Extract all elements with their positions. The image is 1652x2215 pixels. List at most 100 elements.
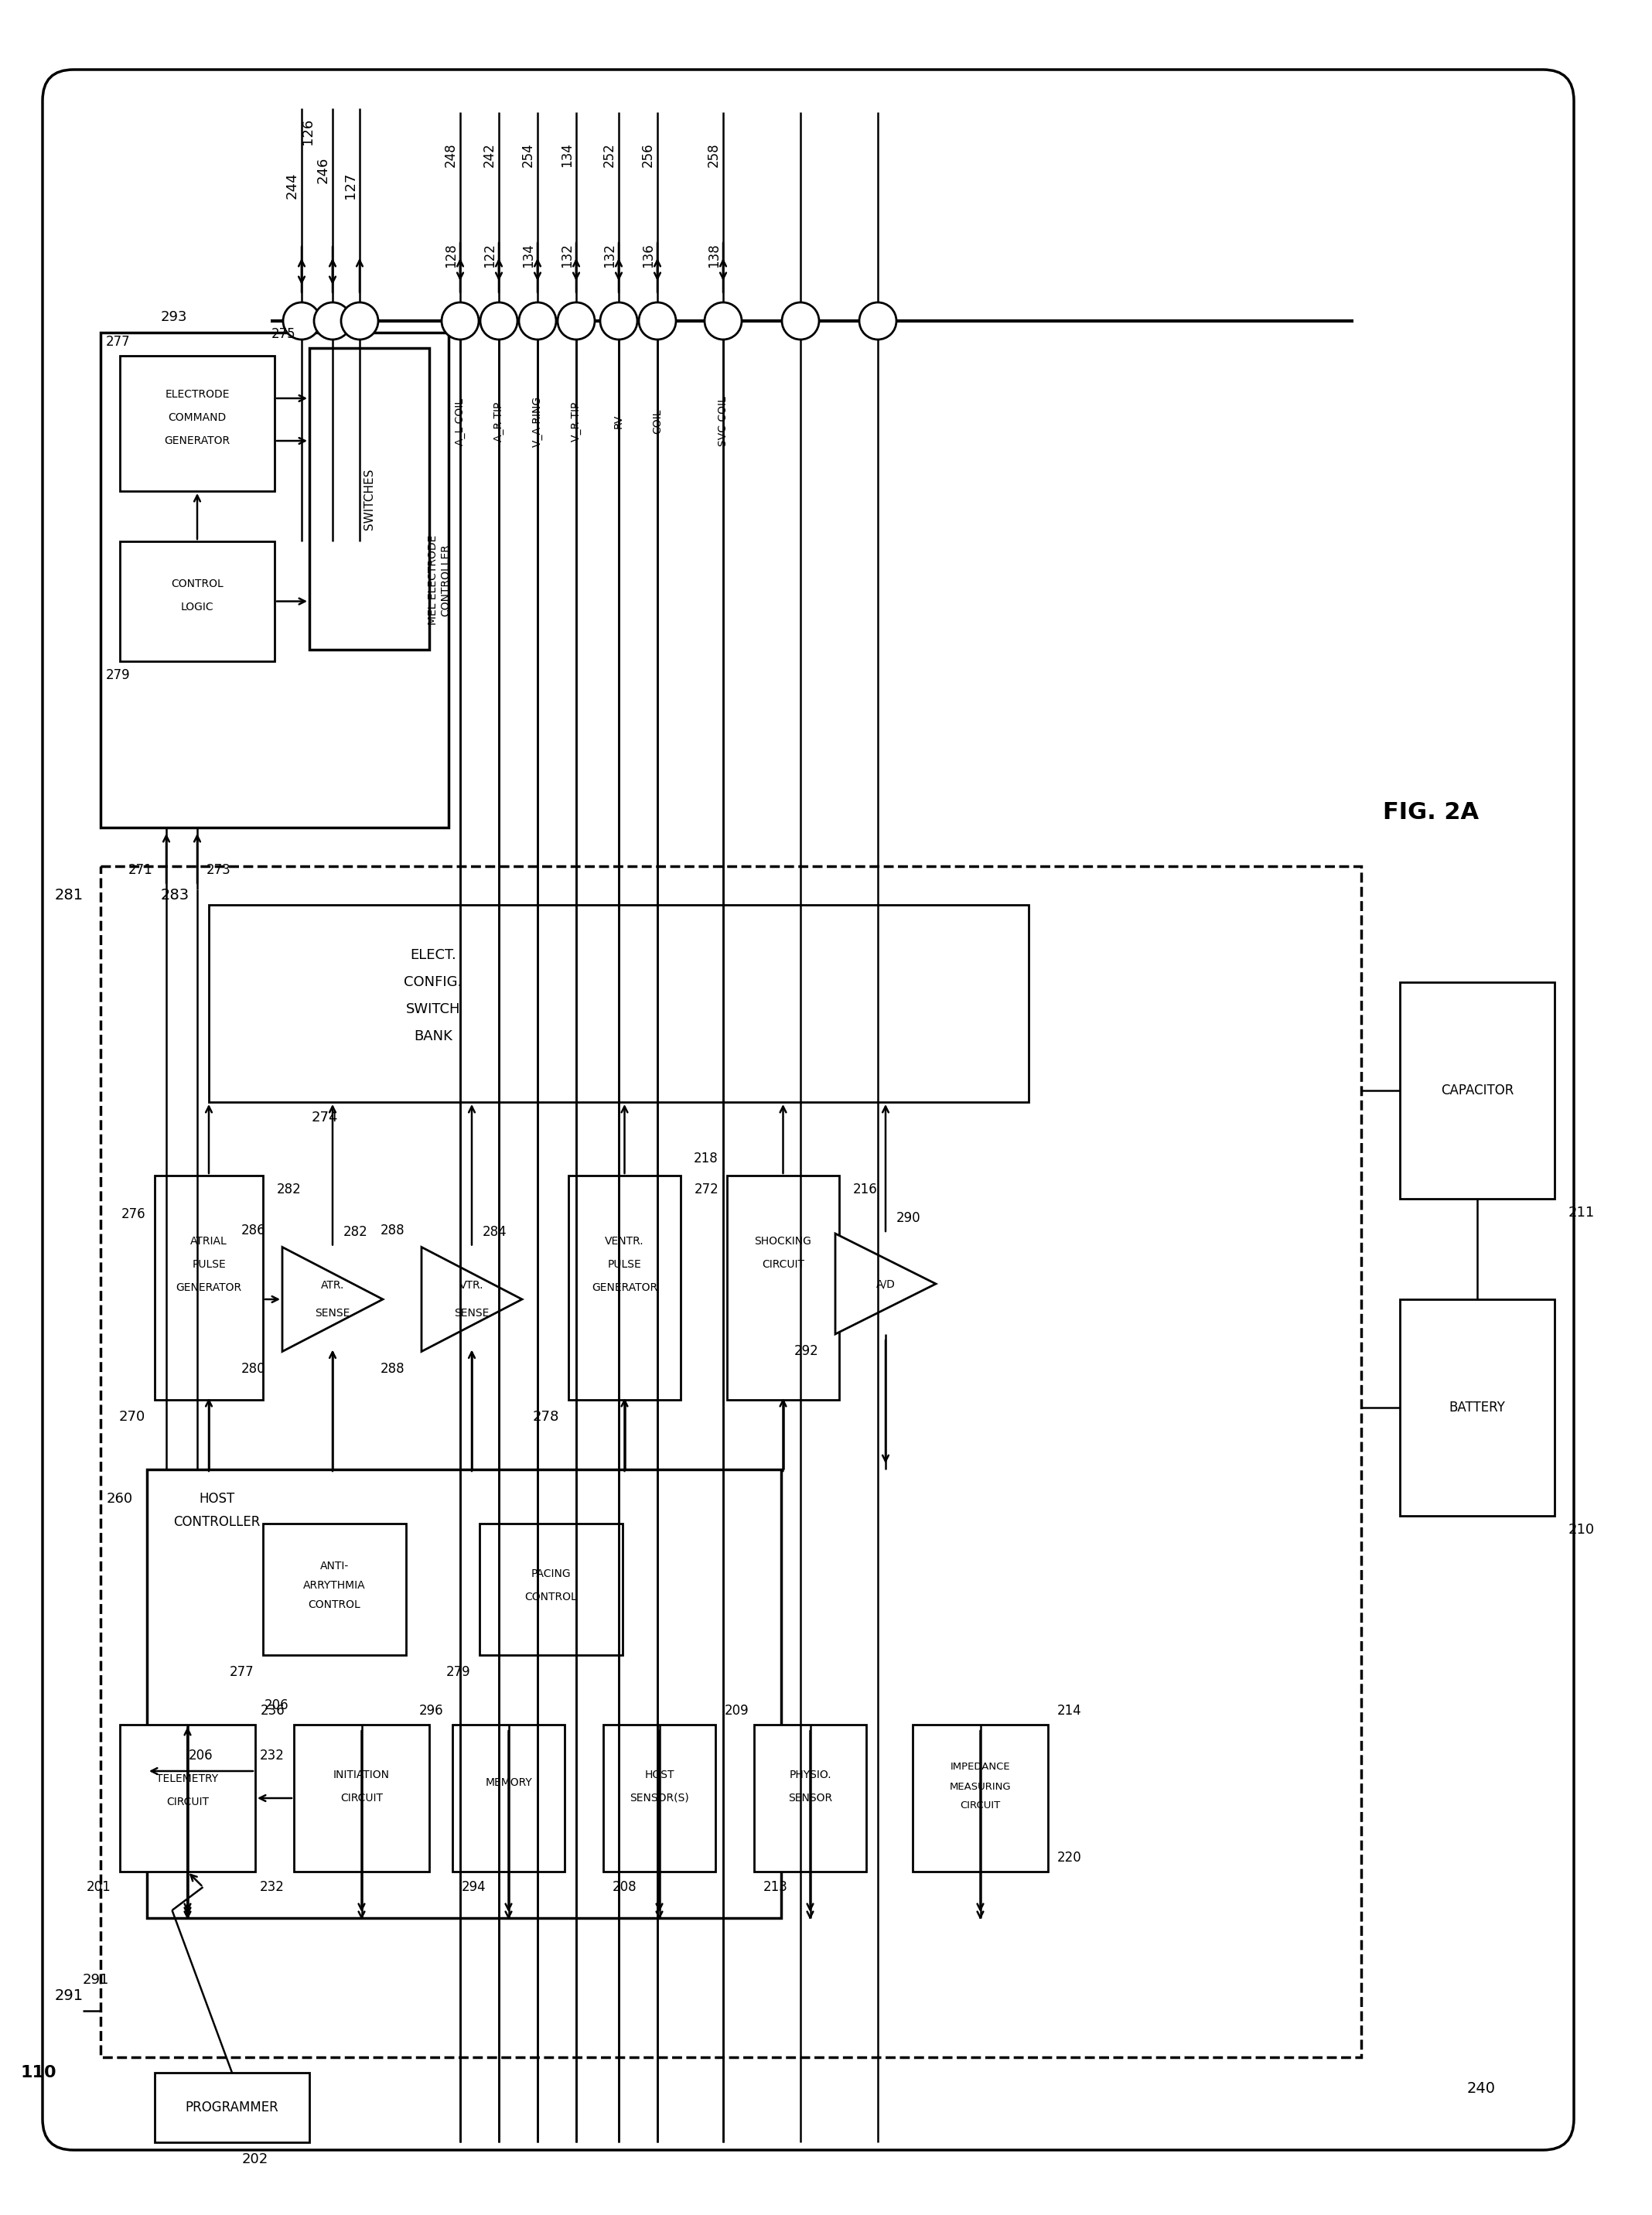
Bar xyxy=(603,1725,715,1872)
Text: 220: 220 xyxy=(1057,1852,1082,1865)
Text: 275: 275 xyxy=(271,328,296,341)
Circle shape xyxy=(600,303,638,339)
Text: TELEMETRY: TELEMETRY xyxy=(157,1774,218,1785)
Circle shape xyxy=(639,303,676,339)
Text: 216: 216 xyxy=(852,1183,877,1196)
Bar xyxy=(479,1524,623,1655)
Text: RV: RV xyxy=(613,414,624,430)
Text: 293: 293 xyxy=(160,310,187,323)
Text: 272: 272 xyxy=(694,1183,719,1196)
Circle shape xyxy=(441,303,479,339)
Text: PACING: PACING xyxy=(530,1568,572,1579)
Text: SVC COIL: SVC COIL xyxy=(717,396,729,447)
Text: CIRCUIT: CIRCUIT xyxy=(960,1801,1001,1812)
Text: 242: 242 xyxy=(482,142,497,166)
Text: 244: 244 xyxy=(286,173,299,199)
Text: 127: 127 xyxy=(344,173,357,199)
Text: MEASURING: MEASURING xyxy=(950,1781,1011,1792)
Text: ARRYTHMIA: ARRYTHMIA xyxy=(304,1579,365,1590)
Text: 258: 258 xyxy=(707,142,720,166)
Text: CAPACITOR: CAPACITOR xyxy=(1441,1083,1513,1096)
Text: SWITCHES: SWITCHES xyxy=(363,467,375,529)
Text: BANK: BANK xyxy=(413,1030,453,1043)
Text: 291: 291 xyxy=(55,1989,84,2002)
Text: PULSE: PULSE xyxy=(608,1258,641,1269)
Text: 126: 126 xyxy=(301,117,316,144)
Text: 134: 134 xyxy=(522,244,535,268)
Text: 290: 290 xyxy=(897,1212,920,1225)
Text: CIRCUIT: CIRCUIT xyxy=(167,1796,208,1807)
Text: ATR.: ATR. xyxy=(320,1280,344,1291)
Text: 240: 240 xyxy=(1467,2080,1495,2095)
Bar xyxy=(1399,981,1555,1198)
Text: BATTERY: BATTERY xyxy=(1449,1400,1505,1415)
Bar xyxy=(121,540,274,662)
Bar xyxy=(309,348,430,649)
Text: 280: 280 xyxy=(241,1362,266,1376)
FancyBboxPatch shape xyxy=(43,69,1574,2151)
Text: VENTR.: VENTR. xyxy=(605,1236,644,1247)
Bar xyxy=(101,332,449,828)
Text: 294: 294 xyxy=(461,1881,486,1894)
Text: IMPEDANCE: IMPEDANCE xyxy=(950,1763,1011,1772)
Text: 260: 260 xyxy=(107,1493,134,1506)
Bar xyxy=(155,2073,309,2142)
Text: 288: 288 xyxy=(380,1362,405,1376)
Text: ELECTRODE: ELECTRODE xyxy=(165,390,230,401)
Text: PROGRAMMER: PROGRAMMER xyxy=(185,2100,279,2115)
Text: 279: 279 xyxy=(106,669,131,682)
Text: HOST: HOST xyxy=(198,1493,235,1506)
Text: 292: 292 xyxy=(793,1345,818,1358)
Polygon shape xyxy=(421,1247,522,1351)
Text: 206: 206 xyxy=(188,1748,213,1763)
Text: 279: 279 xyxy=(446,1666,471,1679)
Text: 282: 282 xyxy=(278,1183,301,1196)
Text: MEMORY: MEMORY xyxy=(486,1776,532,1788)
Text: 209: 209 xyxy=(725,1703,748,1717)
Text: INITIATION: INITIATION xyxy=(334,1770,390,1781)
Text: 210: 210 xyxy=(1568,1524,1594,1537)
Text: V_A RING: V_A RING xyxy=(532,396,544,447)
Bar xyxy=(727,1176,839,1400)
Bar xyxy=(155,1176,263,1400)
Text: CONTROL: CONTROL xyxy=(172,578,223,589)
Text: VTR.: VTR. xyxy=(459,1280,484,1291)
Text: 201: 201 xyxy=(86,1881,111,1894)
Text: 138: 138 xyxy=(707,244,720,268)
Text: CIRCUIT: CIRCUIT xyxy=(340,1792,383,1803)
Text: ATRIAL: ATRIAL xyxy=(190,1236,228,1247)
Text: V_R TIP: V_R TIP xyxy=(572,401,582,441)
Text: 232: 232 xyxy=(259,1748,284,1763)
Text: 271: 271 xyxy=(127,864,152,877)
Text: 134: 134 xyxy=(560,142,573,166)
Text: 246: 246 xyxy=(316,157,330,184)
Bar xyxy=(912,1725,1047,1872)
Text: 288: 288 xyxy=(380,1223,405,1236)
Circle shape xyxy=(314,303,352,339)
Bar xyxy=(294,1725,430,1872)
Circle shape xyxy=(859,303,897,339)
Text: 214: 214 xyxy=(1057,1703,1082,1717)
Text: 270: 270 xyxy=(119,1411,145,1424)
Bar xyxy=(208,906,1029,1103)
Text: 232: 232 xyxy=(259,1881,284,1894)
Bar xyxy=(121,1725,254,1872)
Bar xyxy=(1399,1300,1555,1515)
Text: 296: 296 xyxy=(418,1703,443,1717)
Bar xyxy=(101,866,1361,2058)
Text: A_R TIP: A_R TIP xyxy=(494,401,504,441)
Text: 282: 282 xyxy=(344,1225,368,1238)
Text: 252: 252 xyxy=(603,142,616,166)
Text: 254: 254 xyxy=(522,142,535,166)
Text: 122: 122 xyxy=(482,244,497,268)
Text: GENERATOR: GENERATOR xyxy=(591,1282,657,1294)
Text: FIG. 2A: FIG. 2A xyxy=(1383,802,1479,824)
Text: SENSOR(S): SENSOR(S) xyxy=(629,1792,689,1803)
Text: COIL: COIL xyxy=(653,410,662,434)
Text: CONTROLLER: CONTROLLER xyxy=(173,1515,259,1528)
Circle shape xyxy=(704,303,742,339)
Text: PHYSIO.: PHYSIO. xyxy=(790,1770,831,1781)
Polygon shape xyxy=(282,1247,383,1351)
Text: CONTROL: CONTROL xyxy=(309,1599,360,1610)
Text: CIRCUIT: CIRCUIT xyxy=(762,1258,805,1269)
